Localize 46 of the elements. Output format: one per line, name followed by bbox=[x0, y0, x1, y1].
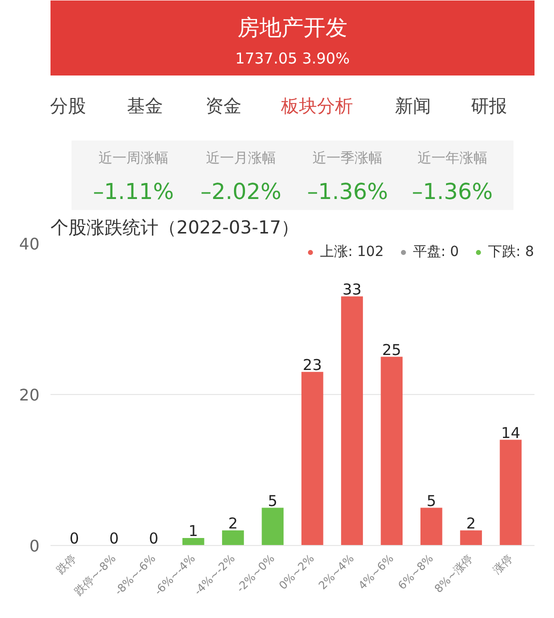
text: 近一月涨幅 bbox=[206, 150, 276, 166]
text: 资金 bbox=[205, 96, 242, 117]
chart-title: 个股涨跌统计（2022-03-17） bbox=[50, 218, 300, 238]
legend-label: 下跌: 8 bbox=[488, 243, 534, 261]
data-label: 0 bbox=[70, 530, 80, 548]
data-label: 2 bbox=[466, 514, 476, 532]
bar bbox=[341, 296, 363, 546]
bar bbox=[222, 530, 244, 546]
data-label: 5 bbox=[268, 492, 278, 510]
data-label: 33 bbox=[342, 280, 362, 298]
text: 基金 bbox=[126, 96, 163, 117]
text: 近一年涨幅 bbox=[417, 150, 488, 166]
legend-label: 平盘: 0 bbox=[412, 243, 459, 261]
data-label: 5 bbox=[426, 492, 436, 510]
text: 房地产开发 bbox=[238, 16, 348, 41]
text: 近一季涨幅 bbox=[312, 150, 383, 166]
text: 1737.05 3.90% bbox=[235, 50, 350, 68]
x-tick-label: 涨停 bbox=[490, 552, 516, 577]
legend-label: 上涨: 102 bbox=[320, 243, 384, 261]
text: 板块分析 bbox=[280, 96, 353, 117]
bar bbox=[500, 440, 522, 546]
text: –1.36% bbox=[307, 180, 388, 205]
data-label: 25 bbox=[382, 340, 402, 359]
text: –2.02% bbox=[200, 180, 282, 205]
bar bbox=[301, 372, 324, 546]
data-label: 0 bbox=[148, 530, 158, 548]
text: 新闻 bbox=[395, 96, 432, 117]
y-tick-label: 20 bbox=[19, 386, 40, 404]
bar bbox=[460, 530, 482, 546]
bar bbox=[182, 538, 204, 546]
text: –1.36% bbox=[412, 180, 493, 205]
data-label: 2 bbox=[228, 514, 238, 532]
data-label: 23 bbox=[302, 356, 322, 374]
text: 近一周涨幅 bbox=[98, 150, 168, 166]
bar bbox=[262, 508, 284, 546]
x-tick-label: 跌停 bbox=[54, 552, 79, 577]
data-label: 14 bbox=[501, 424, 520, 442]
y-tick-label: 0 bbox=[29, 536, 40, 556]
text: 研报 bbox=[471, 96, 508, 117]
text: –1.11% bbox=[93, 180, 174, 205]
data-label: 0 bbox=[109, 530, 119, 548]
bar bbox=[380, 356, 403, 546]
data-label: 1 bbox=[188, 522, 198, 540]
y-tick-label: 40 bbox=[19, 234, 40, 254]
bar bbox=[420, 508, 442, 546]
text: 分股 bbox=[50, 96, 86, 117]
